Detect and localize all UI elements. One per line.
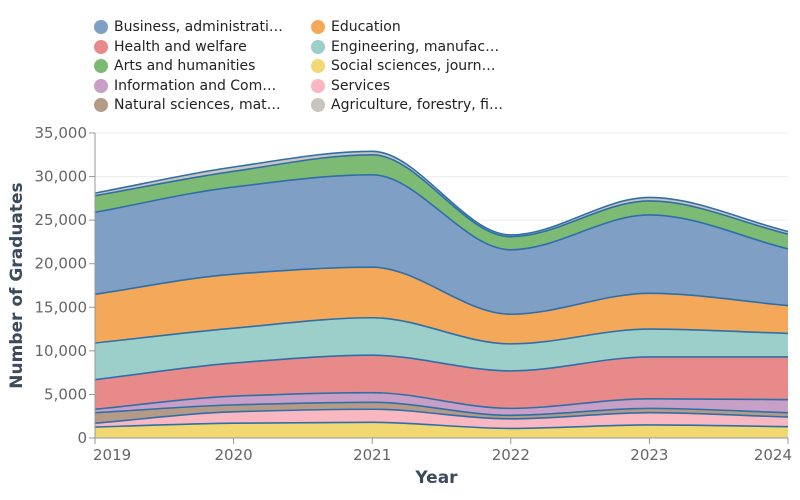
legend-item[interactable]: Services — [311, 77, 531, 96]
legend-label: Business, administrati… — [114, 19, 283, 36]
x-axis-title: Year — [414, 468, 458, 488]
legend-item[interactable]: Agriculture, forestry, fi… — [311, 96, 531, 115]
legend-item[interactable]: Social sciences, journ… — [311, 57, 531, 76]
y-tick-label: 20,000 — [35, 255, 88, 273]
legend-item[interactable]: Engineering, manufac… — [311, 38, 531, 57]
legend-swatch-icon — [311, 78, 325, 93]
legend-item[interactable]: Education — [311, 18, 531, 37]
series-line — [94, 421, 789, 430]
y-tick-label: 10,000 — [35, 342, 88, 360]
legend-swatch-icon — [94, 78, 108, 93]
y-tick-label: 35,000 — [35, 124, 88, 142]
legend-item[interactable]: Natural sciences, mat… — [94, 96, 311, 115]
x-tick-label: 2022 — [492, 446, 530, 464]
legend-label: Education — [331, 19, 401, 36]
series-line — [94, 174, 789, 251]
legend-label: Health and welfare — [114, 38, 247, 55]
x-tick-label: 2020 — [215, 446, 253, 464]
area-natural-sciences-mat — [95, 402, 788, 424]
x-tick-label: 2019 — [93, 446, 131, 464]
y-axis-title: Number of Graduates — [7, 182, 27, 388]
legend-swatch-icon — [94, 20, 108, 35]
legend-item[interactable]: Information and Com… — [94, 77, 311, 96]
legend-label: Engineering, manufac… — [331, 38, 500, 55]
x-tick-label: 2023 — [630, 446, 668, 464]
legend-label: Information and Com… — [114, 77, 277, 94]
x-tick-label: 2021 — [353, 446, 391, 464]
legend-swatch-icon — [311, 20, 325, 35]
y-tick-label: 15,000 — [35, 298, 88, 316]
series-line — [94, 266, 789, 316]
series-line — [94, 150, 789, 236]
legend-label: Agriculture, forestry, fi… — [331, 97, 503, 114]
y-tick-label: 25,000 — [35, 211, 88, 229]
series-line — [94, 153, 789, 238]
legend-swatch-icon — [311, 98, 325, 113]
x-tick-label: 2024 — [754, 446, 792, 464]
legend-swatch-icon — [311, 59, 325, 74]
legend-item[interactable]: Health and welfare — [94, 38, 311, 57]
legend-label: Arts and humanities — [114, 58, 256, 75]
legend-swatch-icon — [311, 39, 325, 54]
y-tick-label: 30,000 — [35, 168, 88, 186]
legend-label: Services — [331, 77, 391, 94]
legend-swatch-icon — [94, 39, 108, 54]
legend-item[interactable]: Arts and humanities — [94, 57, 311, 76]
legend-item[interactable]: Business, administrati… — [94, 18, 311, 37]
legend: Business, administrati… Education Health a… — [94, 18, 531, 115]
series-line — [94, 408, 789, 424]
series-line — [94, 354, 788, 381]
area-business-administrati — [95, 174, 788, 315]
legend-swatch-icon — [94, 59, 108, 74]
area-health-and-welfare — [95, 355, 788, 410]
series-line — [94, 401, 789, 417]
area-information-and-com — [95, 392, 788, 416]
series-line — [94, 391, 789, 411]
y-tick-label: 0 — [77, 429, 87, 447]
area-engineering-manufac — [95, 317, 788, 380]
legend-label: Social sciences, journ… — [331, 58, 496, 75]
series-line — [94, 316, 789, 345]
y-tick-label: 5,000 — [44, 385, 87, 403]
legend-label: Natural sciences, mat… — [114, 97, 281, 114]
area-arts-and-humanities — [95, 154, 788, 250]
legend-swatch-icon — [94, 98, 108, 113]
